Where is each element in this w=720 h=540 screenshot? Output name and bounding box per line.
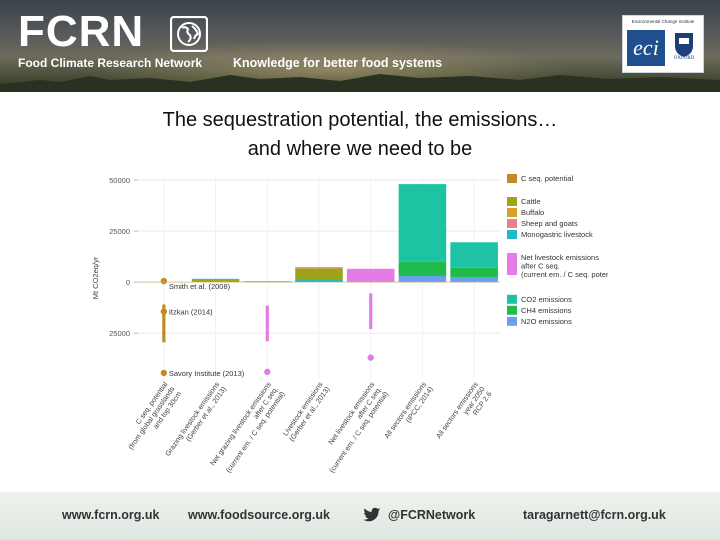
legend-label-line: (current em. / C seq. potential): [521, 270, 608, 279]
x-tick-label: All sectors emissionsyear 2050RCP 2.6: [434, 380, 494, 450]
legend-label: CO2 emissions: [521, 295, 572, 304]
oxford-crest-icon: [675, 33, 693, 57]
legend-label-line: Buffalo: [521, 208, 544, 217]
bar-segment: [346, 268, 395, 283]
point-annotation: Itzkan (2014): [169, 308, 213, 317]
legend-swatch: [507, 219, 517, 228]
x-tick-label: All sectors emissions(IPCC, 2014): [382, 380, 435, 445]
bar-segment: [450, 276, 498, 283]
legend-swatch: [507, 208, 517, 217]
data-point: [367, 354, 374, 361]
legend-swatch: [507, 316, 517, 326]
y-tick-label: 25000: [109, 227, 130, 236]
fcrn-logo-text: FCRN: [18, 7, 145, 56]
legend-label: Net livestock emissions after C seq. (curr…: [521, 253, 608, 279]
legend-label: CH4 emissions: [521, 306, 572, 315]
slide-title: The sequestration potential, the emissio…: [80, 106, 640, 164]
bar-segment: [450, 242, 498, 268]
point-annotation: Savory Institute (2013): [169, 369, 245, 378]
y-tick-label: 50000: [109, 176, 130, 185]
legend-label: C seq. potential: [521, 174, 573, 183]
x-tick-label-line: All sectors emissions: [382, 380, 428, 440]
bar-segment: [398, 261, 447, 276]
eci-institute-name: Environmental Change Institute: [631, 19, 695, 24]
legend-label-line: CO2 emissions: [521, 295, 572, 304]
legend-swatch: [507, 294, 517, 304]
email-link[interactable]: taragarnett@fcrn.org.uk: [523, 508, 666, 522]
eci-oxford-logo: Environmental Change Institute eci OXFOR…: [622, 15, 704, 73]
legend-label-line: CH4 emissions: [521, 306, 572, 315]
globe-logo-icon: [170, 16, 208, 52]
twitter-handle-link[interactable]: @FCRNetwork: [388, 508, 476, 522]
legend-label: Monogastric livestock: [521, 230, 593, 239]
data-point: [160, 369, 168, 377]
foodsource-website-link[interactable]: www.foodsource.org.uk: [188, 508, 330, 522]
bar-segment: [243, 281, 292, 283]
legend-swatch: [507, 230, 517, 239]
bar-segment: [191, 279, 240, 281]
legend-label: Cattle: [521, 197, 541, 206]
tagline: Knowledge for better food systems: [233, 56, 443, 70]
legend-label-line: after C seq.: [521, 262, 560, 271]
legend-label: N2O emissions: [521, 317, 572, 326]
eci-badge: eci: [627, 30, 665, 66]
bar-segment: [191, 279, 240, 283]
legend-swatch: [507, 174, 517, 183]
legend-label: Sheep and goats: [521, 219, 578, 228]
bar-segment: [398, 184, 447, 262]
emissions-chart: 50000 25000 0 25000 Mt CO2eq/yr Smith et al. …: [91, 174, 608, 474]
bar-segment: [295, 267, 343, 269]
legend-label-line: Sheep and goats: [521, 219, 578, 228]
oxford-label: OXFORD: [673, 56, 695, 61]
legend-label-line: C seq. potential: [521, 174, 573, 183]
data-point: [264, 368, 271, 376]
footer-bar: www.fcrn.org.uk www.foodsource.org.uk @F…: [0, 492, 720, 540]
legend-label: Buffalo: [521, 208, 544, 217]
bar-segment: [295, 268, 343, 280]
legend-swatch: [507, 197, 517, 206]
data-point: [160, 308, 168, 315]
legend-swatch: [507, 253, 517, 275]
point-annotation: Smith et al. (2008): [169, 282, 231, 291]
x-tick-label: Livestock emissions(Gerber et al., 2013): [280, 380, 332, 443]
legend-label-line: N2O emissions: [521, 317, 572, 326]
fcrn-website-link[interactable]: www.fcrn.org.uk: [62, 508, 160, 522]
bar-segment: [450, 267, 498, 277]
fcrn-full-name: Food Climate Research Network: [18, 56, 203, 70]
legend-label-line: Monogastric livestock: [521, 230, 593, 239]
slide-title-line1: The sequestration potential, the emissio…: [162, 109, 558, 131]
y-axis-label: Mt CO2eq/yr: [91, 256, 100, 299]
legend-label-line: Net livestock emissions: [521, 253, 599, 262]
twitter-icon: [363, 507, 381, 522]
y-tick-label: 25000: [109, 329, 130, 338]
slide-title-line2: and where we need to be: [247, 138, 473, 160]
header-banner: FCRN Food Climate Research Network Knowl…: [0, 0, 720, 92]
bar-segment: [398, 275, 447, 283]
y-tick-label: 0: [126, 278, 130, 287]
legend-swatch: [507, 305, 517, 315]
bar-segment: [191, 278, 240, 280]
data-point: [160, 277, 168, 285]
legend-label-line: Cattle: [521, 197, 541, 206]
bar-segment: [295, 279, 343, 283]
treeline-silhouette: [0, 74, 720, 92]
